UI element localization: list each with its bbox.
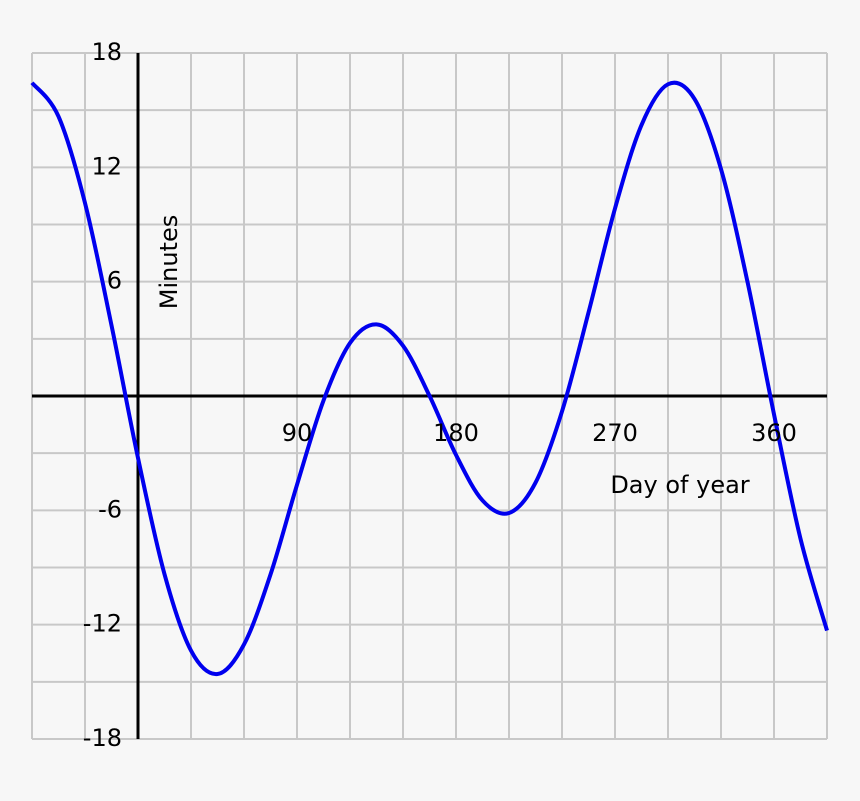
y-tick-label: -6 [98,495,122,523]
y-tick-label: -18 [83,724,122,752]
x-axis-label: Day of year [610,471,749,499]
y-tick-label: 18 [91,38,122,66]
y-tick-label: 12 [91,152,122,180]
line [30,80,829,677]
x-tick-label: 180 [433,419,479,447]
labels: Minutes Day of year 18 12 6 -6 -12 -18 90 180 27… [83,38,797,752]
y-tick-label: 6 [107,267,122,295]
y-axis-label: Minutes [155,215,183,309]
y-tick-label: -12 [83,610,122,638]
x-tick-label: 360 [751,419,797,447]
x-tick-label: 90 [282,419,313,447]
x-tick-label: 270 [592,419,638,447]
marks [30,80,829,677]
